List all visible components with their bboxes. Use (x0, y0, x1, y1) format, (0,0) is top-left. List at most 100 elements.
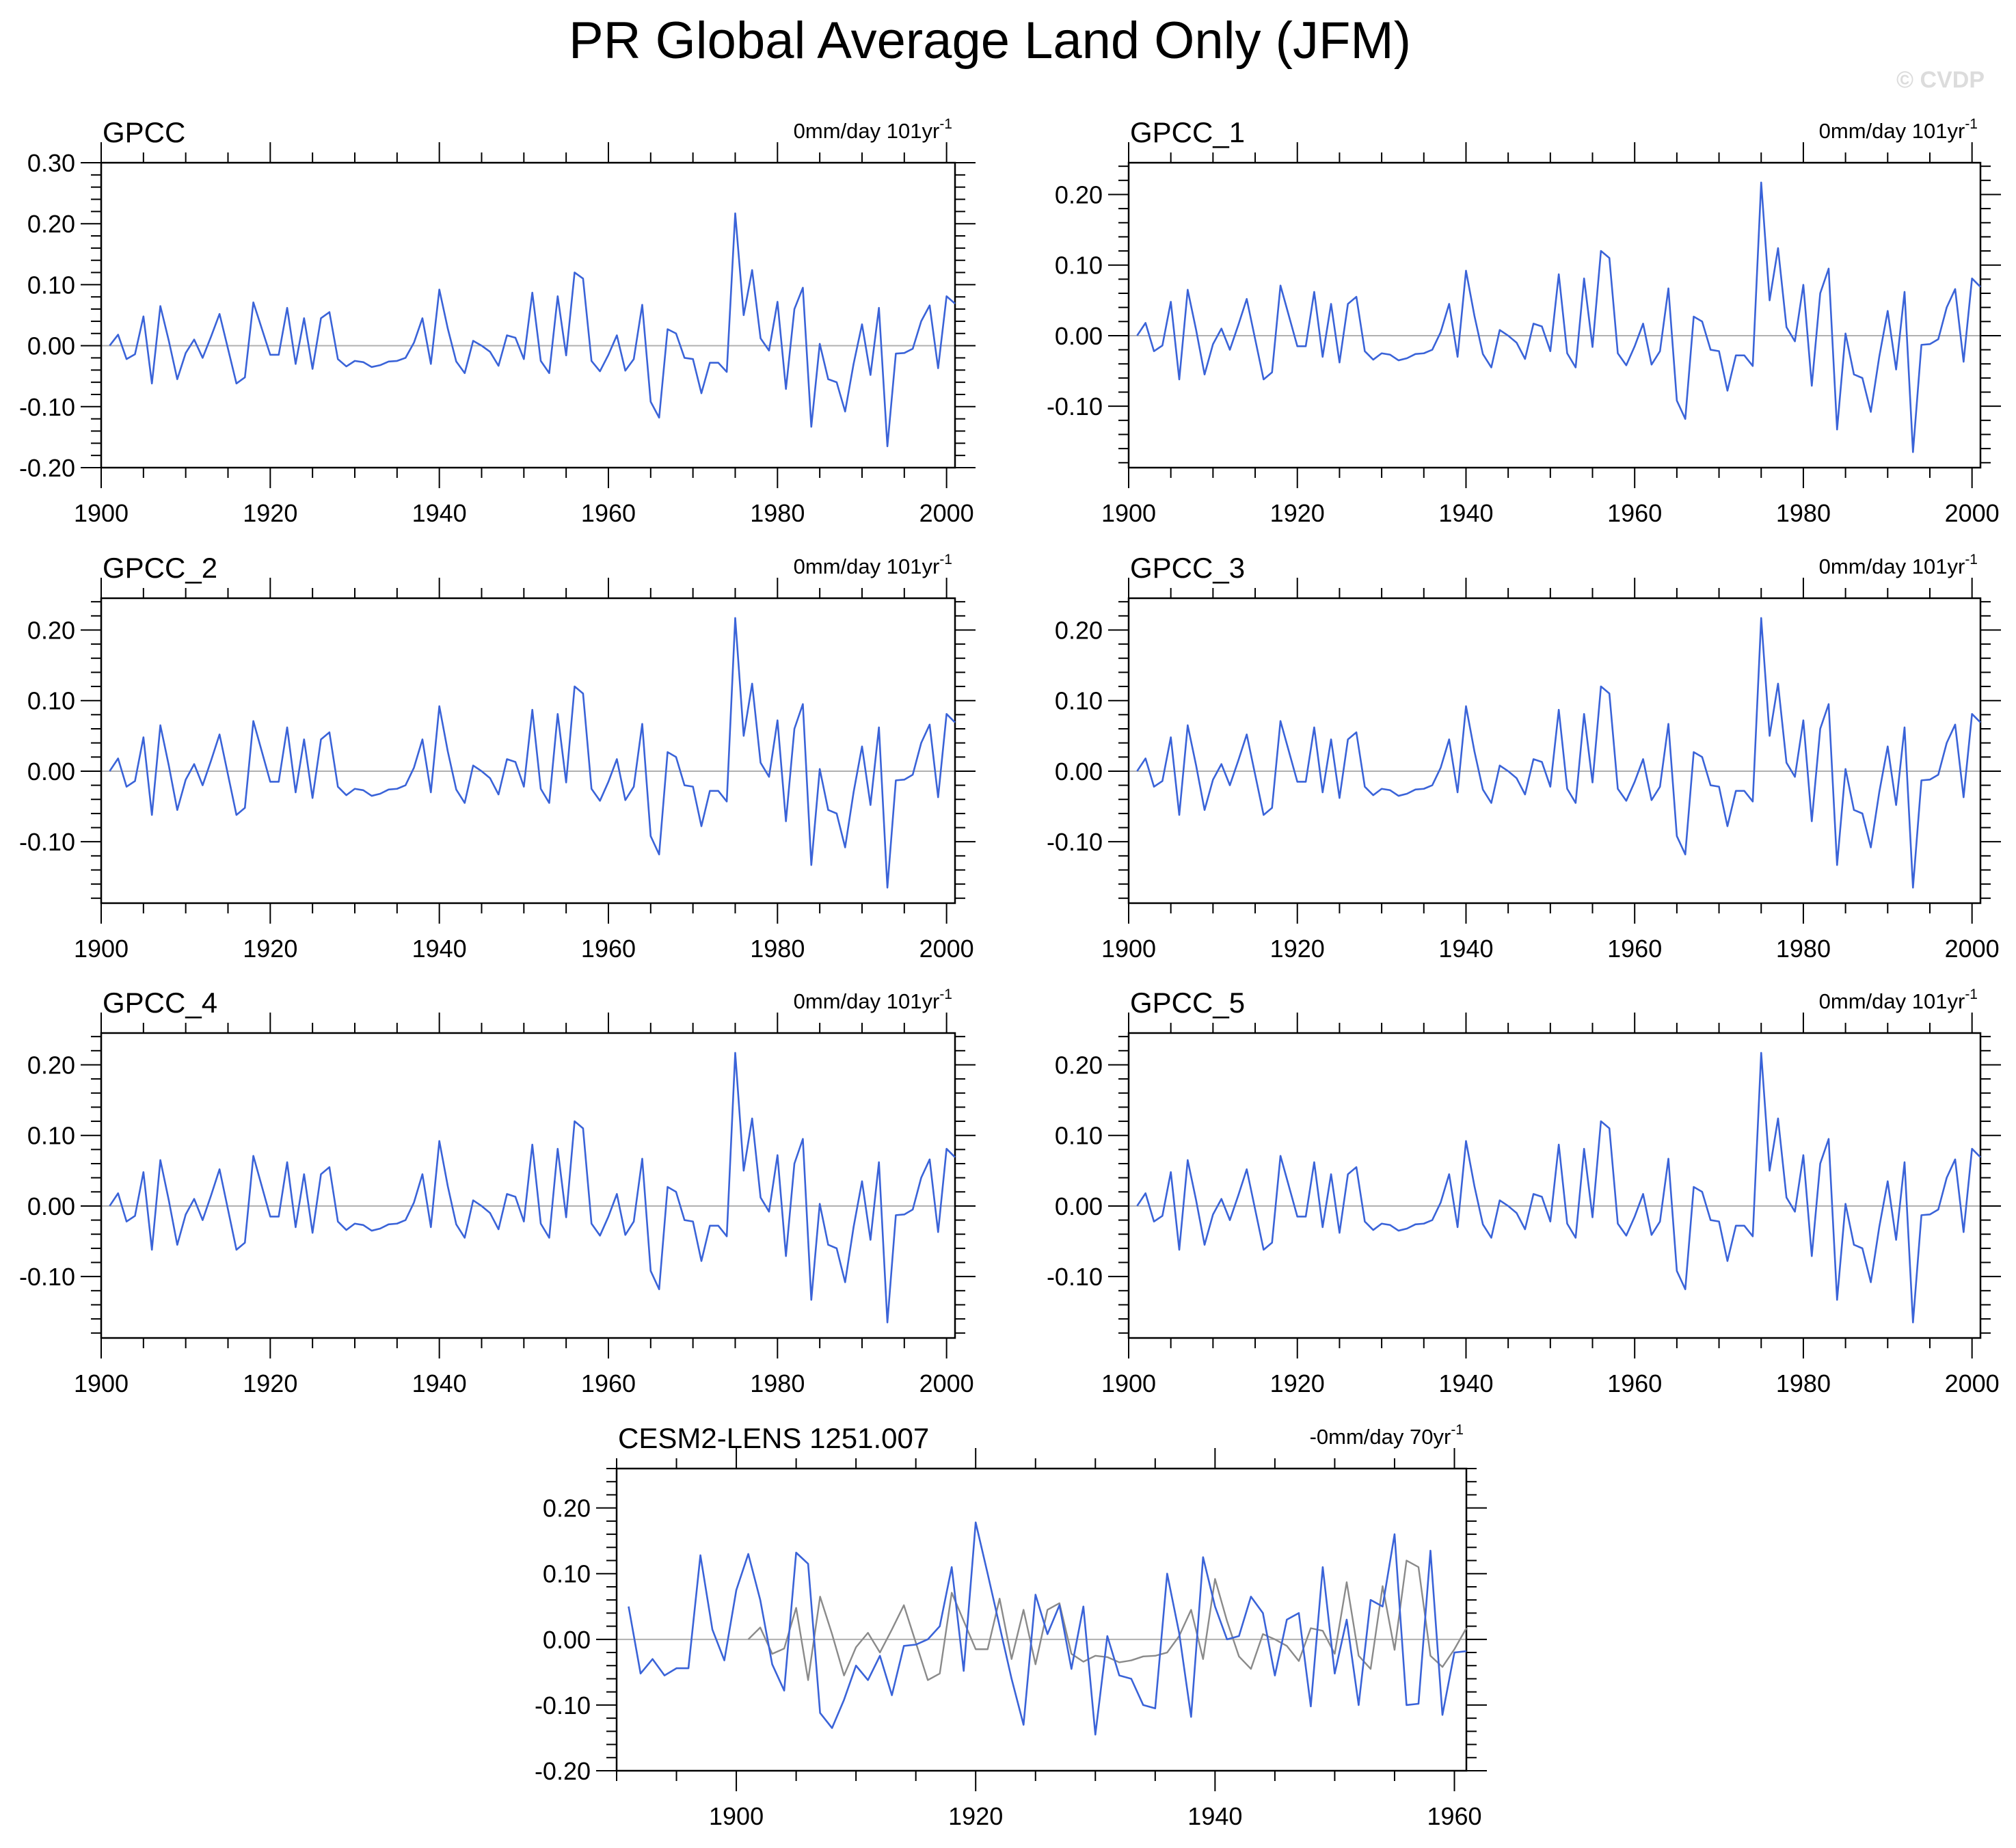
trend-value: 0mm/day 101yr (794, 119, 940, 143)
trend-superscript: -1 (1965, 552, 1978, 567)
plot-frame (615, 1467, 1468, 1772)
trend-label: 0mm/day 101yr-1 (794, 552, 952, 578)
y-tick-label: 0.00 (1055, 1192, 1103, 1220)
panel-5: GPCC_4 0mm/day 101yr-1 -0.10 0.00 0.10 0.20 19… (19, 987, 976, 1397)
x-tick-label: 1980 (750, 499, 805, 527)
plot-frame (1127, 1032, 1982, 1339)
trend-superscript: -1 (939, 116, 952, 132)
panel-title: GPCC (103, 116, 185, 148)
series-line (109, 1052, 956, 1324)
x-tick-label: 1980 (750, 1369, 805, 1397)
panel-3: GPCC_2 0mm/day 101yr-1 -0.10 0.00 0.10 0.20 19… (19, 552, 976, 963)
x-tick-label: 1920 (243, 499, 297, 527)
x-tick-label: 1960 (1427, 1802, 1481, 1830)
x-tick-label: 1960 (581, 935, 636, 963)
series-line (1136, 181, 1981, 453)
panel-title: GPCC_2 (103, 552, 217, 584)
x-tick-label: 1960 (581, 499, 636, 527)
trend-superscript: -1 (1965, 987, 1978, 1002)
x-tick-label: 2000 (919, 1369, 974, 1397)
trend-superscript: -1 (1451, 1422, 1464, 1438)
y-tick-label: 0.00 (1055, 758, 1103, 786)
panel-title: GPCC_4 (103, 987, 217, 1019)
trend-superscript: -1 (939, 552, 952, 567)
y-tick-label: 0.20 (543, 1495, 591, 1523)
y-tick-label: 0.00 (27, 758, 75, 786)
y-tick-label: 0.10 (27, 271, 75, 299)
y-tick-label: 0.20 (1055, 1051, 1103, 1079)
panel-1: GPCC 0mm/day 101yr-1 -0.20 -0.10 0.00 0.10 0.2… (19, 116, 976, 527)
y-tick-label: 0.20 (1055, 180, 1103, 209)
trend-superscript: -1 (1965, 116, 1978, 132)
y-tick-label: -0.10 (1047, 1263, 1103, 1291)
trend-label: -0mm/day 70yr-1 (1310, 1422, 1464, 1449)
y-tick-label: -0.20 (535, 1757, 591, 1785)
watermark: © CVDP (1896, 67, 1985, 93)
panel-4: GPCC_3 0mm/day 101yr-1 -0.10 0.00 0.10 0.20 19… (1047, 552, 2001, 963)
x-tick-label: 1940 (1187, 1802, 1242, 1830)
y-tick-label: -0.10 (1047, 392, 1103, 420)
x-tick-label: 1940 (412, 1369, 467, 1397)
trend-value: 0mm/day 101yr (794, 989, 940, 1013)
x-tick-label: 2000 (1945, 935, 2000, 963)
y-tick-label: 0.20 (27, 210, 75, 238)
panel-2: GPCC_1 0mm/day 101yr-1 -0.10 0.00 0.10 0.20 19… (1047, 116, 2001, 527)
trend-value: 0mm/day 101yr (1819, 989, 1965, 1013)
x-tick-label: 1980 (1776, 935, 1831, 963)
x-tick-label: 1900 (74, 935, 129, 963)
series-line (628, 1521, 1467, 1736)
figure-title: PR Global Average Land Only (JFM) (569, 12, 1411, 70)
series-line (1136, 617, 1981, 889)
x-tick-label: 1920 (1270, 499, 1325, 527)
panel-title: GPCC_3 (1130, 552, 1245, 584)
y-tick-label: 0.30 (27, 149, 75, 177)
trend-label: 0mm/day 101yr-1 (1819, 116, 1978, 143)
y-tick-label: -0.10 (19, 393, 75, 421)
y-tick-label: 0.20 (1055, 616, 1103, 644)
panel-title: CESM2-LENS 1251.007 (618, 1422, 929, 1454)
y-tick-label: 0.10 (1055, 687, 1103, 715)
trend-label: 0mm/day 101yr-1 (1819, 987, 1978, 1013)
y-tick-label: 0.10 (543, 1560, 591, 1588)
y-tick-label: 0.00 (27, 1192, 75, 1220)
series-line-observed (747, 1559, 1468, 1681)
y-tick-label: -0.10 (535, 1691, 591, 1719)
plot-frame (100, 597, 956, 905)
x-tick-label: 1900 (709, 1802, 764, 1830)
y-tick-label: -0.10 (19, 828, 75, 856)
x-tick-label: 2000 (1945, 1369, 2000, 1397)
x-tick-label: 1900 (74, 1369, 129, 1397)
y-tick-label: -0.20 (19, 454, 75, 482)
x-tick-label: 1920 (243, 1369, 297, 1397)
y-tick-label: 0.10 (27, 1122, 75, 1150)
x-tick-label: 1920 (948, 1802, 1003, 1830)
panels: GPCC 0mm/day 101yr-1-0.20-0.100.000.100.2… (19, 116, 2001, 1830)
y-tick-label: 0.00 (27, 332, 75, 360)
trend-value: 0mm/day 101yr (1819, 554, 1965, 578)
panel-title: GPCC_1 (1130, 116, 1245, 148)
x-tick-label: 1900 (1101, 1369, 1156, 1397)
y-tick-label: 0.00 (1055, 322, 1103, 350)
x-tick-label: 1980 (750, 935, 805, 963)
x-tick-label: 1980 (1776, 1369, 1831, 1397)
series-line (109, 212, 956, 448)
x-tick-label: 2000 (919, 935, 974, 963)
x-tick-label: 1960 (1607, 499, 1662, 527)
plot-frame (1127, 161, 1982, 469)
plot-frame (100, 1032, 956, 1339)
y-tick-label: -0.10 (1047, 828, 1103, 856)
panel-6: GPCC_5 0mm/day 101yr-1 -0.10 0.00 0.10 0.20 19… (1047, 987, 2001, 1397)
trend-label: 0mm/day 101yr-1 (1819, 552, 1978, 578)
x-tick-label: 1900 (1101, 499, 1156, 527)
plot-frame (100, 161, 956, 469)
panel-7: CESM2-LENS 1251.007 -0mm/day 70yr-1 -0.20 -… (535, 1422, 1487, 1830)
x-tick-label: 1920 (243, 935, 297, 963)
x-tick-label: 1960 (1607, 935, 1662, 963)
x-tick-label: 1920 (1270, 1369, 1325, 1397)
x-tick-label: 1900 (74, 499, 129, 527)
y-tick-label: 0.20 (27, 1051, 75, 1079)
x-tick-label: 1940 (1438, 499, 1493, 527)
x-tick-label: 2000 (919, 499, 974, 527)
x-tick-label: 1940 (412, 935, 467, 963)
